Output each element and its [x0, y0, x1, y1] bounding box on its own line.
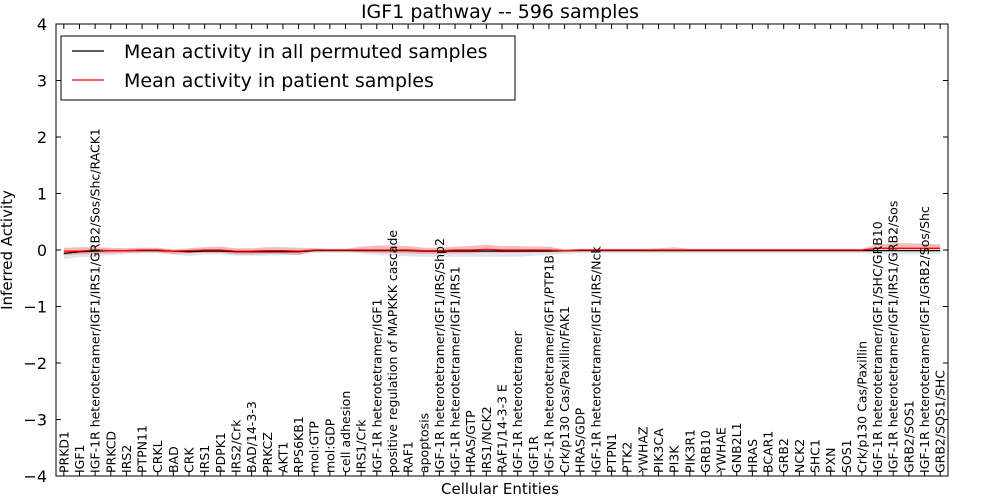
legend: Mean activity in all permuted samples Me…: [60, 35, 516, 101]
x-tick-label: PIK3R1: [682, 429, 697, 473]
x-tick-label: BAD/14-3-3: [244, 401, 259, 473]
x-tick-label: YWHAE: [714, 427, 729, 474]
y-tick-label: −2: [23, 354, 47, 373]
x-tick-label: mol:GDP: [322, 418, 337, 473]
x-tick-label: BAD: [166, 446, 181, 473]
chart-title: IGF1 pathway -- 596 samples: [361, 1, 639, 23]
x-tick-label: PIK3CA: [651, 428, 666, 473]
y-tick-label: 2: [37, 128, 47, 147]
x-tick-label: IGF-1R heterotetramer/IGF1/IRS1: [448, 266, 463, 473]
legend-box: [60, 35, 516, 101]
y-tick-label: −3: [23, 411, 47, 430]
x-tick-label: IRS1/Crk: [354, 419, 369, 473]
x-tick-label: AKT1: [275, 442, 290, 473]
x-tick-label: mol:GTP: [307, 421, 322, 473]
x-tick-label: IRS2: [119, 445, 134, 473]
legend-label-permuted: Mean activity in all permuted samples: [124, 41, 487, 63]
x-tick-label: IGF-1R heterotetramer: [510, 330, 525, 473]
x-tick-label: BCAR1: [761, 431, 776, 473]
x-tick-label: HRAS/GDP: [573, 407, 588, 473]
x-tick-label: IGF-1R heterotetramer/IGF1/IRS/Shp2: [432, 238, 447, 473]
x-tick-label: GRB10: [698, 430, 713, 473]
x-tick-label: PTK2: [620, 442, 635, 473]
x-tick-label: RAF1: [401, 441, 416, 473]
x-tick-label: IRS1: [197, 445, 212, 473]
x-tick-label: CRK: [182, 447, 197, 473]
x-tick-label: PXN: [823, 448, 838, 473]
y-axis-label: Inferred Activity: [0, 190, 16, 310]
x-tick-label: IGF-1R heterotetramer/IGF1/IRS1/GRB2/Sos: [886, 201, 901, 473]
x-tick-label: PDPK1: [213, 432, 228, 473]
y-tick-label: 0: [37, 241, 47, 260]
x-tick-label: HRAS/GTP: [463, 410, 478, 473]
x-tick-label: cell adhesion: [338, 391, 353, 473]
x-tick-label: RAF1/14-3-3 E: [495, 384, 510, 473]
x-tick-label: IGF1R: [526, 435, 541, 473]
x-tick-label: PTPN1: [604, 433, 619, 473]
series-line-patient: [63, 247, 941, 252]
x-tick-label: IGF-1R heterotetramer/IGF1/IRS1/GRB2/Sos…: [88, 128, 103, 473]
x-tick-label: IRS2/Crk: [229, 419, 244, 473]
x-tick-label: Crk/p130 Cas/Paxillin/FAK1: [557, 306, 572, 473]
y-tick-label: 3: [37, 72, 47, 91]
x-tick-label: IGF-1R heterotetramer/IGF1/SHC/GRB10: [870, 221, 885, 473]
x-tick-label: Crk/p130 Cas/Paxillin: [854, 341, 869, 473]
x-tick-label: IGF1: [72, 445, 87, 474]
y-tick-label: −1: [23, 298, 47, 317]
x-tick-label: YWHAZ: [635, 426, 650, 474]
x-tick-label: GRB2/SOS1: [901, 400, 916, 473]
y-tick-label: −4: [23, 467, 47, 486]
x-axis-label: Cellular Entities: [441, 480, 559, 498]
x-tick-label: GNB2L1: [729, 422, 744, 472]
x-tick-label: GRB2/SOS1/SHC: [933, 370, 948, 473]
x-tick-label: PRKCD: [103, 431, 118, 473]
x-tick-label: SOS1: [839, 439, 854, 473]
x-tick-label: SHC1: [808, 439, 823, 473]
x-tick-label: apoptosis: [416, 413, 431, 473]
x-tick-label: CRKL: [150, 440, 165, 473]
x-tick-label: IGF-1R heterotetramer/IGF1/IRS/Nck: [588, 246, 603, 473]
x-tick-label: IGF-1R heterotetramer/IGF1: [369, 299, 384, 473]
x-tick-label: PTPN11: [135, 425, 150, 473]
x-tick-label: positive regulation of MAPKKK cascade: [385, 230, 400, 473]
x-tick-label: HRAS: [745, 439, 760, 473]
y-tick-label: 1: [37, 185, 47, 204]
x-tick-label: PI3K: [667, 445, 682, 473]
x-tick-label: RPS6KB1: [291, 416, 306, 473]
x-tick-label: IGF-1R heterotetramer/IGF1/PTP1B: [541, 255, 556, 473]
x-tick-label: PRKCZ: [260, 432, 275, 473]
x-tick-label: PRKD1: [56, 431, 71, 473]
x-tick-label: IGF-1R heterotetramer/IGF1/GRB2/Sos/Shc: [917, 206, 932, 473]
x-tick-label: GRB2: [776, 438, 791, 473]
x-tick-label: NCK2: [792, 439, 807, 473]
x-tick-label: IRS1/NCK2: [479, 406, 494, 473]
y-tick-label: 4: [37, 15, 47, 34]
legend-label-patient: Mean activity in patient samples: [124, 70, 434, 92]
